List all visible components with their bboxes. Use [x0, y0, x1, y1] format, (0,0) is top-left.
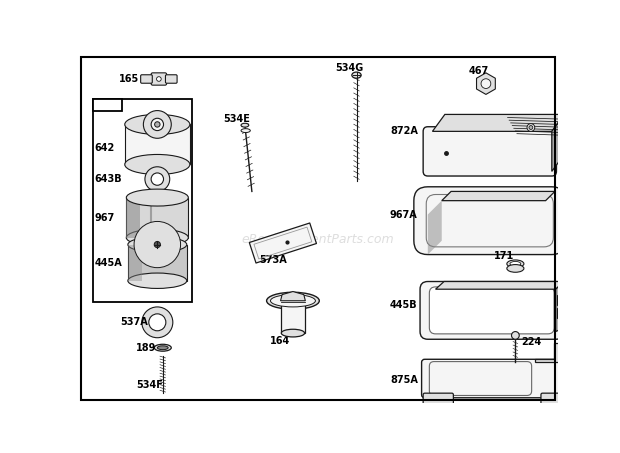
Circle shape [481, 79, 491, 88]
FancyBboxPatch shape [151, 73, 167, 85]
Polygon shape [428, 201, 441, 255]
Circle shape [142, 307, 173, 338]
Ellipse shape [281, 329, 304, 337]
Ellipse shape [510, 261, 521, 266]
FancyBboxPatch shape [429, 361, 532, 395]
Ellipse shape [157, 346, 168, 350]
Ellipse shape [241, 129, 250, 133]
Circle shape [151, 118, 164, 130]
FancyBboxPatch shape [93, 99, 123, 111]
Text: eReplacementParts.com: eReplacementParts.com [241, 233, 394, 246]
Polygon shape [128, 245, 142, 281]
Text: 643B: 643B [94, 174, 122, 184]
Text: 967A: 967A [389, 210, 417, 220]
Ellipse shape [154, 344, 171, 351]
Circle shape [134, 222, 180, 268]
Ellipse shape [125, 115, 190, 135]
Circle shape [143, 111, 171, 138]
FancyBboxPatch shape [423, 127, 557, 176]
Ellipse shape [270, 294, 316, 307]
Text: 171: 171 [494, 251, 514, 261]
Ellipse shape [126, 229, 188, 246]
Circle shape [512, 332, 520, 339]
FancyBboxPatch shape [420, 281, 564, 339]
Polygon shape [441, 192, 555, 201]
Text: 875A: 875A [391, 375, 419, 385]
Circle shape [154, 241, 161, 248]
Polygon shape [552, 115, 564, 171]
Polygon shape [477, 73, 495, 94]
FancyBboxPatch shape [557, 308, 568, 318]
Circle shape [156, 77, 161, 81]
FancyBboxPatch shape [93, 99, 192, 302]
Polygon shape [433, 115, 564, 131]
Polygon shape [280, 292, 306, 301]
Text: 536B: 536B [95, 100, 120, 109]
Text: 164: 164 [270, 336, 290, 346]
FancyBboxPatch shape [414, 187, 565, 255]
Ellipse shape [128, 273, 187, 289]
FancyBboxPatch shape [423, 393, 453, 407]
Text: 445B: 445B [389, 299, 417, 309]
Ellipse shape [267, 292, 319, 309]
Text: 534F: 534F [136, 381, 163, 390]
Circle shape [148, 235, 167, 254]
Ellipse shape [125, 154, 190, 174]
Text: 165: 165 [119, 74, 140, 84]
Text: 467: 467 [469, 66, 489, 76]
FancyBboxPatch shape [557, 294, 568, 305]
Ellipse shape [241, 123, 249, 127]
Circle shape [145, 167, 170, 192]
Ellipse shape [126, 189, 188, 206]
Circle shape [151, 173, 164, 185]
Text: 642: 642 [94, 143, 115, 153]
Polygon shape [435, 281, 564, 289]
Circle shape [154, 122, 160, 127]
Polygon shape [249, 223, 316, 263]
Circle shape [529, 125, 533, 130]
FancyBboxPatch shape [422, 359, 564, 398]
FancyBboxPatch shape [128, 245, 187, 281]
Circle shape [153, 240, 162, 249]
Ellipse shape [507, 260, 524, 268]
Text: 445A: 445A [94, 258, 122, 268]
Text: 534G: 534G [335, 63, 363, 73]
Text: 537A: 537A [120, 317, 148, 328]
Text: 967: 967 [94, 212, 115, 222]
Ellipse shape [128, 237, 187, 252]
Circle shape [142, 229, 173, 260]
FancyBboxPatch shape [429, 287, 554, 334]
Circle shape [527, 124, 534, 131]
FancyBboxPatch shape [541, 393, 567, 407]
FancyBboxPatch shape [281, 302, 304, 333]
Polygon shape [126, 198, 140, 238]
Text: 534E: 534E [223, 114, 250, 124]
Ellipse shape [507, 265, 524, 272]
Ellipse shape [352, 72, 361, 78]
FancyBboxPatch shape [125, 125, 190, 164]
FancyBboxPatch shape [166, 75, 177, 83]
Text: 872A: 872A [391, 126, 419, 136]
Polygon shape [556, 281, 564, 332]
FancyBboxPatch shape [126, 198, 188, 238]
Polygon shape [534, 343, 565, 362]
Text: 573A: 573A [260, 255, 288, 265]
Text: 224: 224 [521, 337, 542, 347]
Circle shape [149, 314, 166, 331]
FancyBboxPatch shape [141, 75, 153, 83]
Text: 189: 189 [136, 343, 157, 353]
